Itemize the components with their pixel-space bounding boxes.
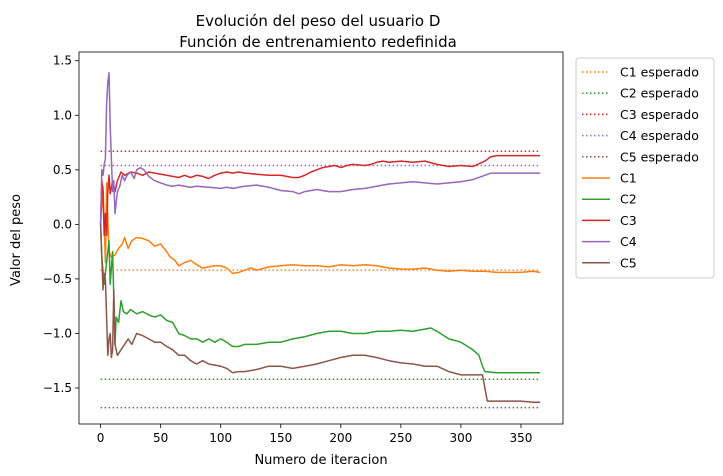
legend-box	[575, 57, 715, 279]
y-tick-label: 1.5	[53, 54, 72, 68]
y-tick-label: 0.5	[53, 163, 72, 177]
plot-frame	[78, 51, 564, 425]
legend-label-c3: C3	[620, 213, 637, 228]
y-tick-label: 1.0	[53, 108, 72, 122]
axes: 0 50 100 150 200 250 300 350 −1.5 −1.0 −0.5 0.0 0.5 1…	[43, 51, 564, 445]
y-tick-label: −1.0	[43, 326, 72, 340]
plot-area	[99, 71, 541, 409]
legend-label-c5: C5	[620, 255, 637, 270]
series-line-c2	[99, 224, 541, 374]
y-tick-label: −0.5	[43, 272, 72, 286]
legend-label-c2: C2	[620, 192, 637, 207]
legend-label-c4: C4	[620, 234, 637, 249]
y-tick-label: 0.0	[53, 217, 72, 231]
legend-label-c3-esperado: C3 esperado	[620, 107, 699, 122]
x-axis-label: Numero de iteracion	[254, 453, 387, 468]
x-tick-label: 150	[269, 431, 292, 445]
x-tick-label: 350	[510, 431, 533, 445]
x-tick-label: 50	[153, 431, 168, 445]
series-line-c1	[99, 182, 541, 275]
x-tick-label: 0	[97, 431, 105, 445]
legend-label-c4-esperado: C4 esperado	[620, 128, 699, 143]
chart-title: Evolución del peso del usuario D	[196, 12, 441, 30]
series-line-c4	[99, 71, 541, 225]
legend-label-c5-esperado: C5 esperado	[620, 149, 699, 164]
series-line-c5	[99, 224, 541, 403]
chart-subtitle: Función de entrenamiento redefinida	[179, 33, 457, 51]
legend-label-c2-esperado: C2 esperado	[620, 86, 699, 101]
x-tick-label: 250	[389, 431, 412, 445]
legend: C1 esperado C2 esperado C3 esperado C4 espe…	[575, 57, 715, 279]
legend-label-c1-esperado: C1 esperado	[620, 65, 699, 80]
series-line-c3	[99, 154, 541, 237]
legend-label-c1: C1	[620, 171, 637, 186]
x-tick-label: 100	[209, 431, 232, 445]
y-axis-label: Valor del peso	[9, 194, 24, 286]
x-tick-label: 200	[329, 431, 352, 445]
y-tick-label: −1.5	[43, 381, 72, 395]
x-tick-label: 300	[449, 431, 472, 445]
